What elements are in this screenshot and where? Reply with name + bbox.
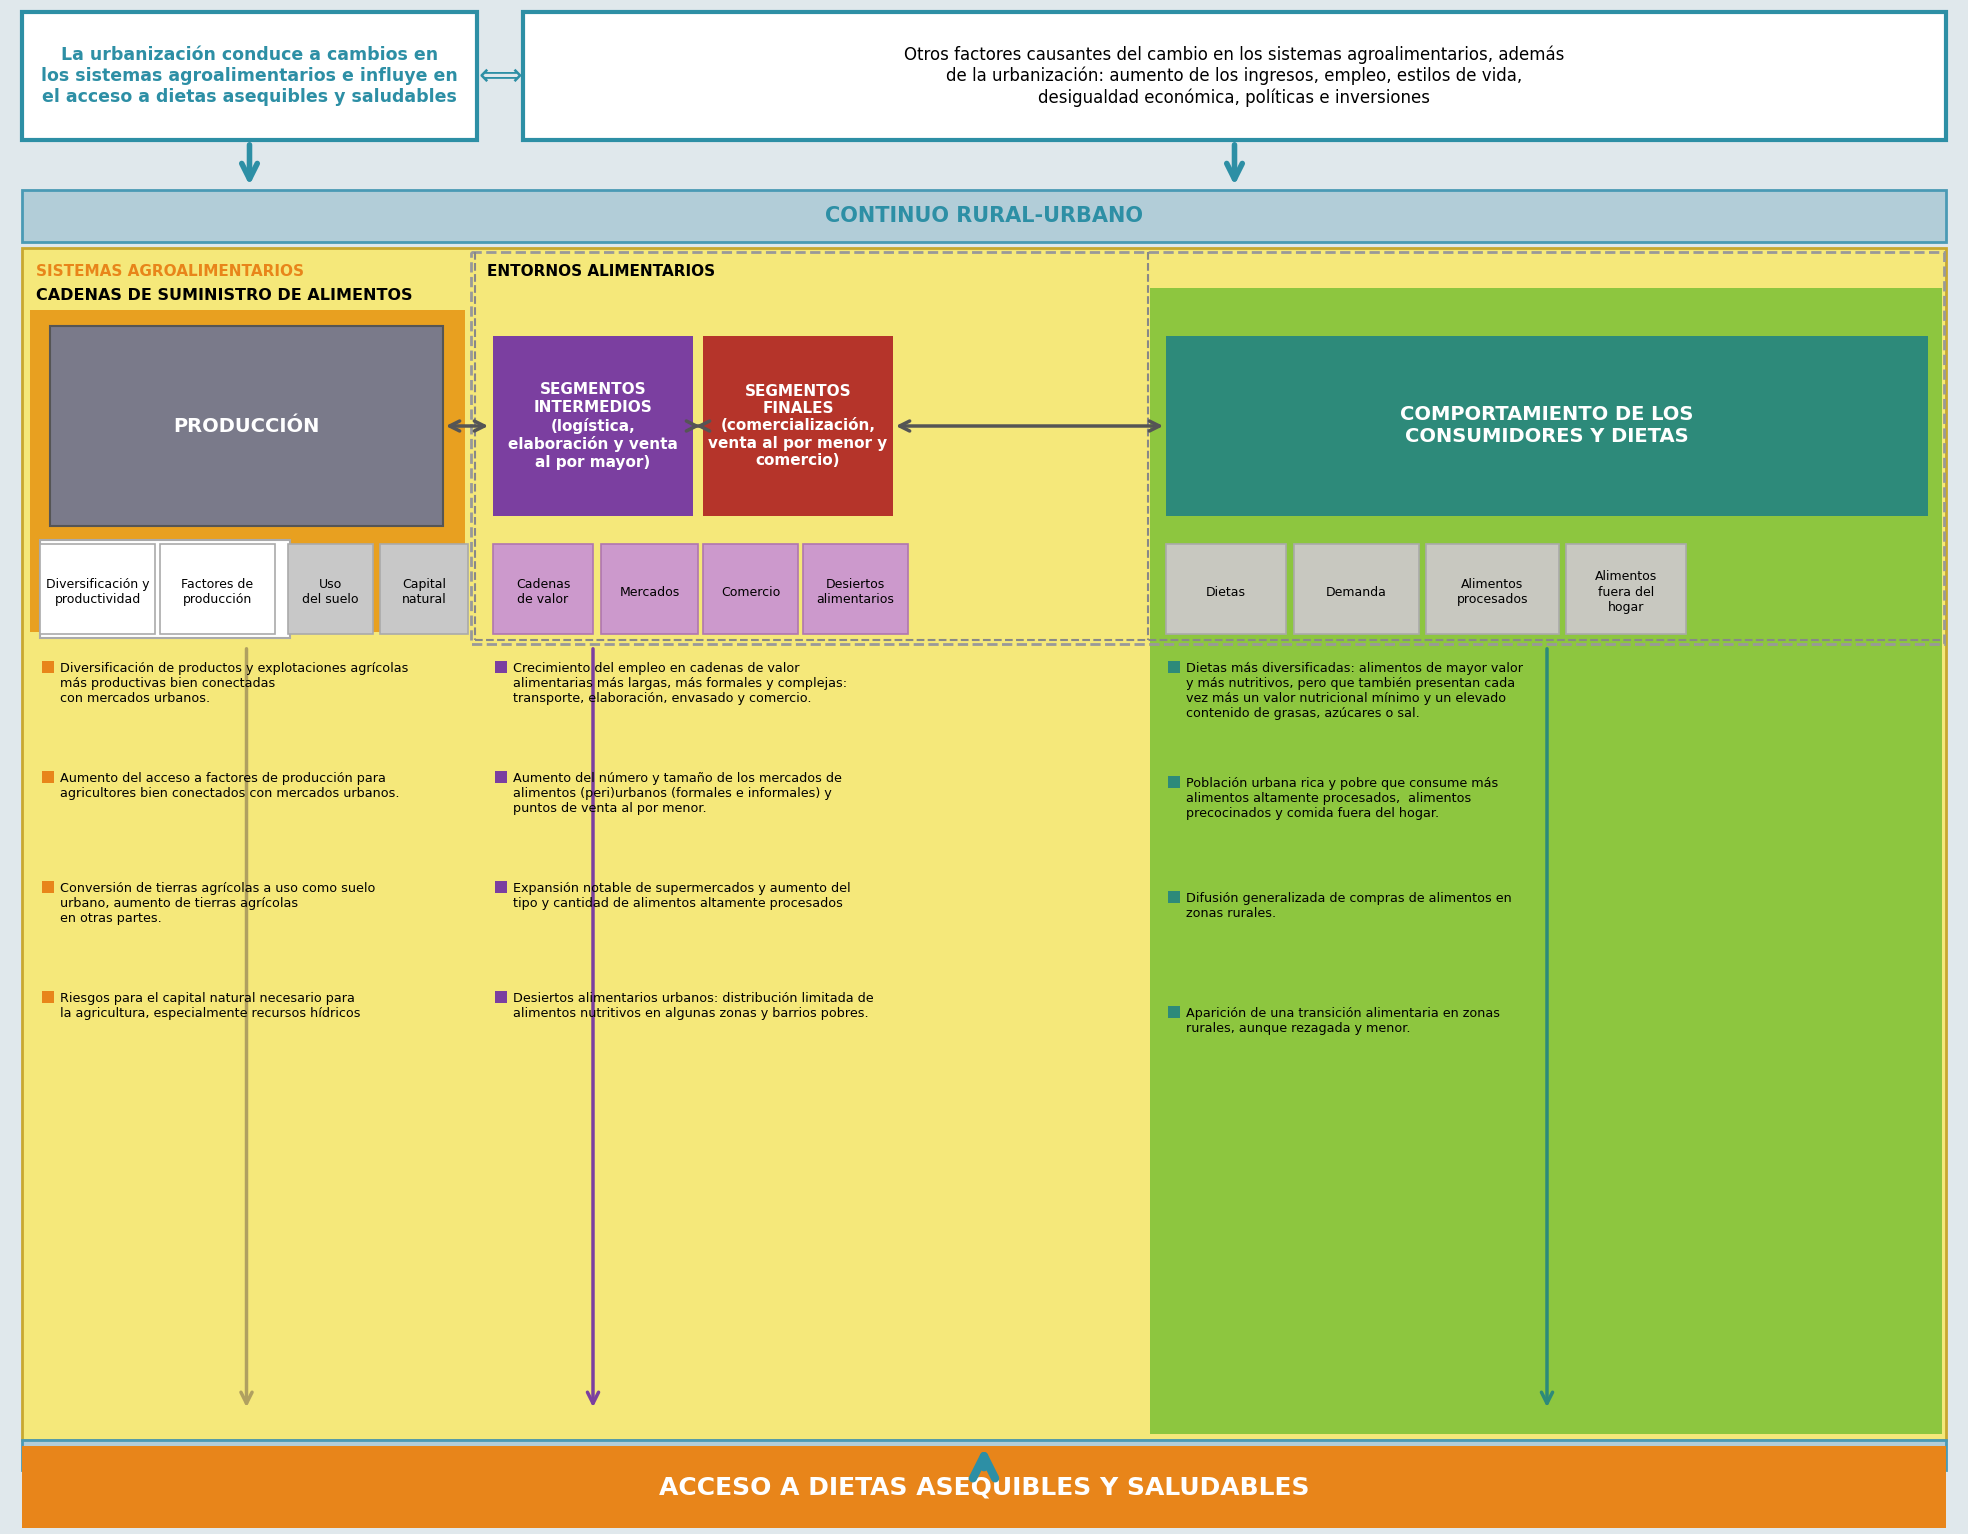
- Text: CONTINUO RURAL-URBANO: CONTINUO RURAL-URBANO: [825, 206, 1143, 225]
- Bar: [1165, 336, 1929, 515]
- Text: Población urbana rica y pobre que consume más
alimentos altamente procesados,  a: Población urbana rica y pobre que consum…: [1187, 778, 1498, 821]
- Text: Dietas más diversificadas: alimentos de mayor valor
y más nutritivos, pero que t: Dietas más diversificadas: alimentos de …: [1187, 663, 1523, 719]
- Text: Desiertos alimentarios urbanos: distribución limitada de
alimentos nutritivos en: Desiertos alimentarios urbanos: distribu…: [514, 992, 874, 1020]
- Bar: [30, 310, 464, 632]
- Bar: [1165, 545, 1285, 634]
- Text: Diversificación y
productividad: Diversificación y productividad: [45, 578, 150, 606]
- Text: ENTORNOS ALIMENTARIOS: ENTORNOS ALIMENTARIOS: [486, 264, 714, 279]
- Text: Expansión notable de supermercados y aumento del
tipo y cantidad de alimentos al: Expansión notable de supermercados y aum…: [514, 882, 850, 910]
- Bar: [22, 1447, 1946, 1528]
- Text: Conversión de tierras agrícolas a uso como suelo
urbano, aumento de tierras agrí: Conversión de tierras agrícolas a uso co…: [59, 882, 376, 925]
- Text: Desiertos
alimentarios: Desiertos alimentarios: [817, 578, 893, 606]
- Bar: [1295, 545, 1419, 634]
- Bar: [1567, 545, 1687, 634]
- Text: Crecimiento del empleo en cadenas de valor
alimentarias más largas, más formales: Crecimiento del empleo en cadenas de val…: [514, 663, 846, 706]
- Text: CADENAS DE SUMINISTRO DE ALIMENTOS: CADENAS DE SUMINISTRO DE ALIMENTOS: [35, 288, 413, 304]
- Bar: [1427, 545, 1559, 634]
- Text: PRODUCCIÓN: PRODUCCIÓN: [173, 417, 319, 436]
- Text: COMPORTAMIENTO DE LOS
CONSUMIDORES Y DIETAS: COMPORTAMIENTO DE LOS CONSUMIDORES Y DIE…: [1401, 405, 1694, 446]
- Bar: [600, 545, 699, 634]
- Text: Aumento del acceso a factores de producción para
agricultores bien conectados co: Aumento del acceso a factores de producc…: [59, 772, 400, 801]
- Text: Alimentos
procesados: Alimentos procesados: [1456, 578, 1529, 606]
- Bar: [703, 545, 797, 634]
- Bar: [496, 881, 508, 893]
- Bar: [1167, 1006, 1181, 1019]
- Bar: [22, 249, 1946, 1440]
- Text: Cadenas
de valor: Cadenas de valor: [516, 578, 571, 606]
- Bar: [41, 991, 53, 1003]
- Bar: [496, 661, 508, 673]
- Text: Difusión generalizada de compras de alimentos en
zonas rurales.: Difusión generalizada de compras de alim…: [1187, 891, 1511, 920]
- Bar: [22, 190, 1946, 242]
- Text: Dietas: Dietas: [1206, 586, 1246, 598]
- Text: Mercados: Mercados: [620, 586, 679, 598]
- Text: La urbanización conduce a cambios en
los sistemas agroalimentarios e influye en
: La urbanización conduce a cambios en los…: [41, 46, 459, 106]
- Text: Alimentos
fuera del
hogar: Alimentos fuera del hogar: [1594, 571, 1657, 614]
- Text: Aumento del número y tamaño de los mercados de
alimentos (peri)urbanos (formales: Aumento del número y tamaño de los merca…: [514, 772, 842, 815]
- Bar: [41, 661, 53, 673]
- Bar: [39, 545, 155, 634]
- Bar: [49, 327, 443, 526]
- Text: Uso
del suelo: Uso del suelo: [303, 578, 358, 606]
- Text: Aparición de una transición alimentaria en zonas
rurales, aunque rezagada y meno: Aparición de una transición alimentaria …: [1187, 1006, 1500, 1035]
- Text: Comercio: Comercio: [720, 586, 779, 598]
- Text: ACCESO A DIETAS ASEQUIBLES Y SALUDABLES: ACCESO A DIETAS ASEQUIBLES Y SALUDABLES: [659, 1476, 1309, 1499]
- Bar: [494, 545, 592, 634]
- Text: Demanda: Demanda: [1326, 586, 1387, 598]
- Bar: [703, 336, 893, 515]
- Bar: [287, 545, 374, 634]
- Bar: [22, 12, 476, 140]
- Bar: [22, 1440, 1946, 1470]
- Bar: [1149, 288, 1942, 1434]
- Text: Capital
natural: Capital natural: [401, 578, 447, 606]
- Text: Diversificación de productos y explotaciones agrícolas
más productivas bien cone: Diversificación de productos y explotaci…: [59, 663, 409, 706]
- Bar: [496, 772, 508, 782]
- Text: Factores de
producción: Factores de producción: [181, 578, 254, 606]
- Bar: [1167, 661, 1181, 673]
- Bar: [494, 336, 693, 515]
- Bar: [380, 545, 468, 634]
- Text: Otros factores causantes del cambio en los sistemas agroalimentarios, además
de : Otros factores causantes del cambio en l…: [905, 46, 1565, 107]
- Bar: [470, 252, 1944, 644]
- Bar: [39, 540, 289, 638]
- Text: Riesgos para el capital natural necesario para
la agricultura, especialmente rec: Riesgos para el capital natural necesari…: [59, 992, 360, 1020]
- Bar: [41, 772, 53, 782]
- Text: SEGMENTOS
INTERMEDIOS
(logística,
elaboración y venta
al por mayor): SEGMENTOS INTERMEDIOS (logística, elabor…: [508, 382, 677, 469]
- Bar: [1167, 891, 1181, 904]
- Text: SISTEMAS AGROALIMENTARIOS: SISTEMAS AGROALIMENTARIOS: [35, 264, 303, 279]
- Bar: [523, 12, 1946, 140]
- Text: ⟺: ⟺: [478, 61, 522, 91]
- Text: SEGMENTOS
FINALES
(comercialización,
venta al por menor y
comercio): SEGMENTOS FINALES (comercialización, ven…: [708, 384, 888, 468]
- Bar: [1167, 776, 1181, 788]
- Bar: [41, 881, 53, 893]
- Bar: [496, 991, 508, 1003]
- Bar: [159, 545, 276, 634]
- Bar: [803, 545, 907, 634]
